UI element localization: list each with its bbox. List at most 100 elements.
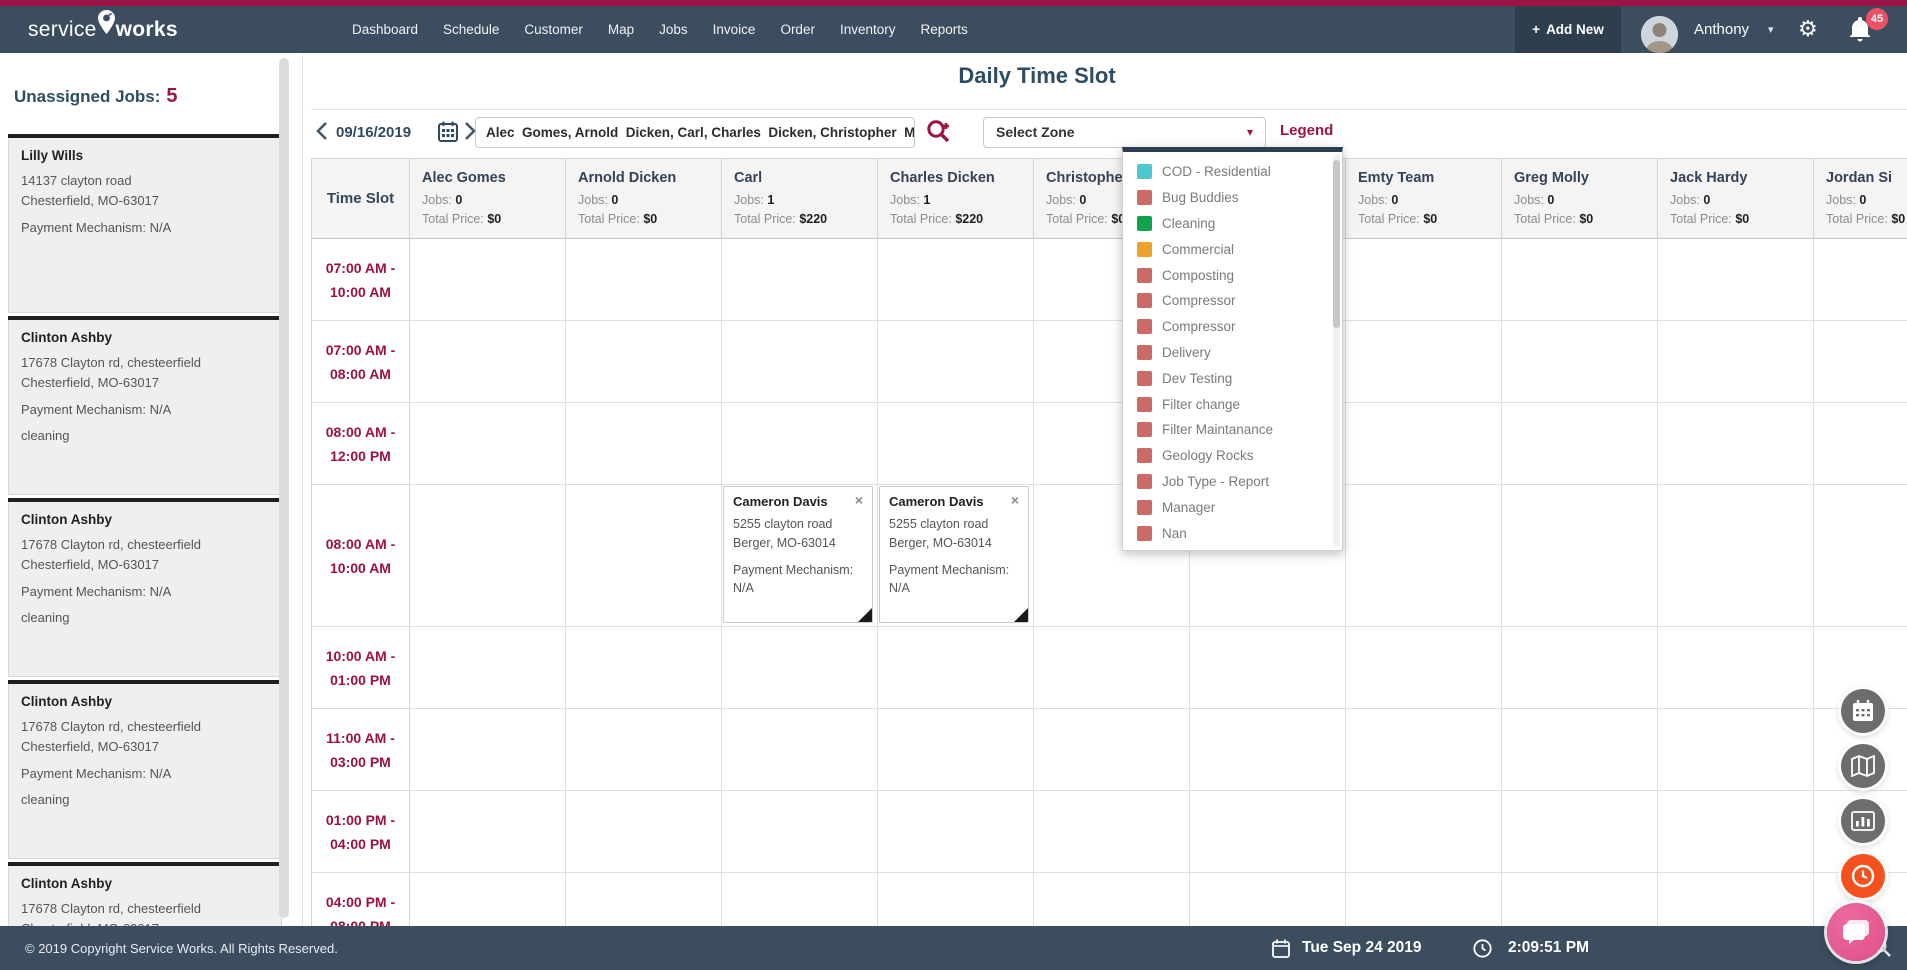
prev-day-chevron-icon[interactable] [316,121,334,143]
schedule-cell[interactable] [410,321,566,403]
next-day-chevron-icon[interactable] [464,121,482,143]
schedule-cell[interactable] [1190,709,1346,791]
fab-clock-button[interactable] [1841,854,1885,898]
brand-logo[interactable]: service works [28,6,178,53]
schedule-cell[interactable] [1502,403,1658,485]
nav-item-inventory[interactable]: Inventory [839,22,896,37]
fab-report-button[interactable] [1841,799,1885,843]
nav-item-invoice[interactable]: Invoice [712,22,756,37]
unassigned-job-card[interactable]: Lilly Wills 14137 clayton road Chesterfiel… [8,134,282,313]
schedule-cell[interactable] [566,791,722,873]
schedule-cell[interactable] [1502,485,1658,627]
schedule-cell[interactable] [1346,709,1502,791]
add-new-button[interactable]: + Add New [1515,6,1621,53]
schedule-cell[interactable] [1814,709,1907,791]
nav-item-jobs[interactable]: Jobs [659,22,688,37]
legend-scrollbar-thumb[interactable] [1333,160,1340,328]
schedule-cell[interactable] [878,403,1034,485]
schedule-cell[interactable] [566,873,722,926]
unassigned-job-card[interactable]: Clinton Ashby 17678 Clayton rd, chesteerf… [8,316,282,495]
schedule-cell[interactable] [1346,873,1502,926]
nav-item-reports[interactable]: Reports [920,22,968,37]
schedule-cell[interactable] [566,709,722,791]
schedule-cell[interactable] [1502,709,1658,791]
settings-gear-icon[interactable]: ⚙ [1798,17,1818,42]
user-name[interactable]: Anthony [1694,21,1750,38]
schedule-cell[interactable] [1502,873,1658,926]
unassigned-job-card[interactable]: Clinton Ashby 17678 Clayton rd, chesteerf… [8,862,282,926]
schedule-cell[interactable] [722,709,878,791]
schedule-cell[interactable] [1658,321,1814,403]
unassigned-job-card[interactable]: Clinton Ashby 17678 Clayton rd, chesteerf… [8,498,282,677]
schedule-cell[interactable] [1658,709,1814,791]
close-icon[interactable]: × [854,492,863,508]
schedule-cell[interactable] [1658,239,1814,321]
schedule-cell[interactable] [878,709,1034,791]
schedule-cell[interactable] [1346,485,1502,627]
fab-map-button[interactable] [1841,744,1885,788]
schedule-cell[interactable] [1034,627,1190,709]
nav-item-order[interactable]: Order [780,22,815,37]
chat-widget-button[interactable] [1827,903,1885,961]
selected-date[interactable]: 09/16/2019 [336,124,412,141]
close-icon[interactable]: × [1010,492,1019,508]
schedule-cell[interactable] [1814,321,1907,403]
schedule-cell[interactable] [1658,627,1814,709]
zone-select[interactable]: Select Zone ▾ [983,117,1266,148]
schedule-cell[interactable] [1814,485,1907,627]
scheduled-job-card[interactable]: Cameron Davis × 5255 clayton road Berger, M… [723,486,873,623]
sidebar-scrollbar[interactable] [279,58,289,918]
avatar[interactable] [1641,16,1678,53]
calendar-icon[interactable] [438,121,458,147]
schedule-cell[interactable] [1502,239,1658,321]
schedule-cell[interactable] [410,239,566,321]
unassigned-job-card[interactable]: Clinton Ashby 17678 Clayton rd, chesteerf… [8,680,282,859]
nav-item-schedule[interactable]: Schedule [443,22,500,37]
schedule-cell[interactable] [410,403,566,485]
schedule-cell[interactable]: Cameron Davis × 5255 clayton road Berger, M… [722,485,878,627]
resize-handle[interactable] [1014,608,1028,622]
schedule-cell[interactable] [566,239,722,321]
schedule-cell[interactable] [722,627,878,709]
schedule-cell[interactable] [1346,627,1502,709]
schedule-cell[interactable] [878,791,1034,873]
schedule-cell[interactable] [1658,485,1814,627]
nav-item-customer[interactable]: Customer [524,22,583,37]
schedule-cell[interactable] [722,321,878,403]
schedule-cell[interactable] [1658,873,1814,926]
schedule-cell[interactable] [1814,403,1907,485]
schedule-cell[interactable] [722,791,878,873]
legend-link[interactable]: Legend [1280,122,1334,139]
schedule-cell[interactable] [1190,791,1346,873]
schedule-cell[interactable] [878,239,1034,321]
schedule-cell[interactable] [410,791,566,873]
schedule-cell[interactable] [566,321,722,403]
schedule-cell[interactable] [1346,321,1502,403]
fab-calendar-button[interactable] [1841,689,1885,733]
schedule-cell[interactable] [722,403,878,485]
schedule-cell[interactable] [410,627,566,709]
schedule-cell[interactable] [878,321,1034,403]
schedule-cell[interactable] [1346,791,1502,873]
schedule-cell[interactable] [1190,627,1346,709]
schedule-cell[interactable] [1658,791,1814,873]
schedule-cell[interactable] [566,485,722,627]
scheduled-job-card[interactable]: Cameron Davis × 5255 clayton road Berger, M… [879,486,1029,623]
schedule-cell[interactable] [1502,321,1658,403]
user-menu-caret-icon[interactable]: ▾ [1768,24,1774,36]
resize-handle[interactable] [858,608,872,622]
schedule-cell[interactable] [566,403,722,485]
schedule-cell[interactable] [722,239,878,321]
nav-item-map[interactable]: Map [607,22,635,37]
schedule-cell[interactable] [1502,627,1658,709]
schedule-cell[interactable] [722,873,878,926]
schedule-cell[interactable] [1190,873,1346,926]
nav-item-dashboard[interactable]: Dashboard [352,22,419,37]
schedule-cell[interactable] [1658,403,1814,485]
schedule-cell[interactable]: Cameron Davis × 5255 clayton road Berger, M… [878,485,1034,627]
schedule-cell[interactable] [410,873,566,926]
schedule-cell[interactable] [1346,403,1502,485]
schedule-cell[interactable] [410,485,566,627]
schedule-cell[interactable] [410,709,566,791]
team-filter-input[interactable]: Alec Gomes, Arnold Dicken, Carl, Charles… [475,117,915,148]
